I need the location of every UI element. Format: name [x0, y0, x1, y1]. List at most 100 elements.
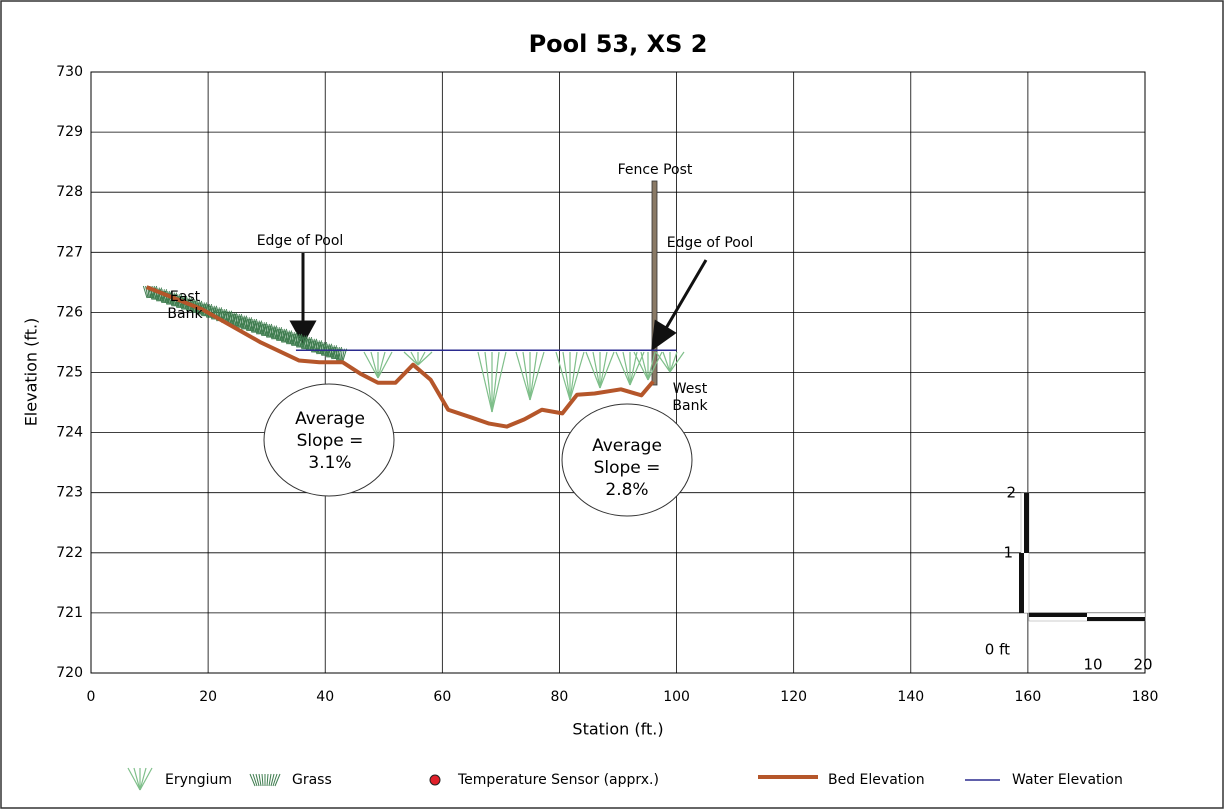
fence-post: [651, 180, 658, 386]
x-tick-label: 100: [663, 689, 690, 705]
eryngium: [377, 351, 393, 379]
eryngium: [669, 351, 685, 373]
scale-label: 10: [1083, 656, 1102, 674]
eryngium: [417, 351, 426, 366]
eryngium: [569, 351, 578, 401]
grass-blade: [302, 338, 308, 351]
grass-blade: [142, 285, 148, 299]
eryngium: [655, 351, 671, 373]
legend-grass: [266, 773, 269, 787]
x-tick-label: 120: [780, 689, 807, 705]
x-axis-label: Station (ft.): [572, 720, 663, 739]
grass-blade: [250, 320, 254, 333]
grass-blade: [262, 325, 268, 338]
eryngium: [491, 351, 507, 413]
grass-blade: [322, 345, 328, 358]
y-tick-label: 730: [56, 64, 83, 80]
grass-blade: [245, 318, 249, 332]
eryngium: [555, 351, 571, 401]
grass-blade: [275, 328, 279, 341]
eryngium: [491, 351, 500, 413]
grass-blade: [270, 327, 274, 340]
annotation: Edge of Pool: [666, 235, 754, 251]
grass-blade: [290, 333, 294, 346]
y-tick-label: 721: [56, 605, 83, 621]
legend-sensor: [429, 774, 441, 786]
y-tick-label: 726: [56, 304, 83, 320]
y-tick-label: 725: [56, 365, 83, 381]
eryngium: [515, 351, 531, 401]
legend-grass: [272, 773, 278, 787]
eryngium: [640, 351, 649, 381]
grass-blade: [235, 315, 239, 328]
eryngium: [622, 351, 631, 386]
legend-grass: [270, 773, 275, 787]
y-tick-label: 720: [56, 665, 83, 681]
x-tick-label: 0: [87, 689, 96, 705]
grass-blade: [292, 335, 298, 348]
legend-grass: [274, 773, 281, 787]
grass-blade: [230, 313, 234, 327]
legend-grass: [268, 773, 272, 787]
annotation: Average Slope = 3.1%: [295, 409, 365, 473]
y-axis-label: Elevation (ft.): [22, 318, 41, 427]
eryngium: [522, 351, 531, 401]
grass-blade: [260, 323, 264, 337]
scale-label: 20: [1133, 656, 1152, 674]
eryngium: [599, 351, 615, 389]
legend-grass: [255, 773, 260, 787]
grass-blade: [242, 318, 248, 332]
scale-label: 2: [1006, 484, 1016, 502]
annotation: Fence Post: [617, 162, 693, 178]
x-tick-label: 20: [199, 689, 217, 705]
eryngium: [629, 351, 638, 386]
eryngium: [410, 351, 419, 366]
bed-line: [145, 285, 655, 429]
grass-blade: [277, 330, 283, 343]
grass-blade: [295, 335, 299, 348]
x-tick-label: 140: [897, 689, 924, 705]
grass-blade: [305, 338, 309, 351]
ellipse: [561, 403, 693, 517]
legend-label: Temperature Sensor (apprx.): [457, 772, 659, 788]
legend-label: Water Elevation: [1012, 772, 1123, 788]
eryngium: [615, 351, 631, 386]
x-tick-label: 60: [433, 689, 451, 705]
x-tick-label: 160: [1015, 689, 1042, 705]
eryngium: [403, 351, 419, 366]
chart-title: Pool 53, XS 2: [529, 30, 708, 58]
eryngium: [477, 351, 493, 413]
eryngium: [417, 351, 433, 366]
y-tick-label: 723: [56, 485, 83, 501]
eryngium: [363, 351, 379, 379]
grass-blade: [232, 315, 238, 328]
grass-blade: [247, 320, 253, 333]
ellipse: [263, 383, 395, 497]
scale-label: 1: [1003, 544, 1013, 562]
eryngium: [599, 351, 608, 389]
eryngium: [370, 351, 379, 379]
grass-blade: [255, 322, 259, 335]
eryngium: [662, 351, 671, 373]
grass-blade: [272, 328, 278, 342]
legend-label: Bed Elevation: [828, 772, 925, 788]
grass-blade: [145, 285, 149, 299]
legend-eryngium: [139, 767, 153, 791]
scale-bar: [1019, 492, 1146, 622]
eryngium: [562, 351, 571, 401]
eryngium: [669, 351, 678, 373]
eryngium: [592, 351, 601, 389]
grass-blade: [285, 332, 289, 345]
x-tick-label: 40: [316, 689, 334, 705]
grass-blade: [300, 337, 304, 350]
grass-blade: [265, 325, 269, 338]
grass-blade: [240, 317, 244, 330]
y-tick-label: 727: [56, 244, 83, 260]
grass-blade: [297, 337, 303, 350]
x-tick-label: 80: [551, 689, 569, 705]
grass-blade: [315, 342, 319, 355]
grass-blade: [312, 341, 318, 355]
grass-blade: [327, 346, 333, 360]
